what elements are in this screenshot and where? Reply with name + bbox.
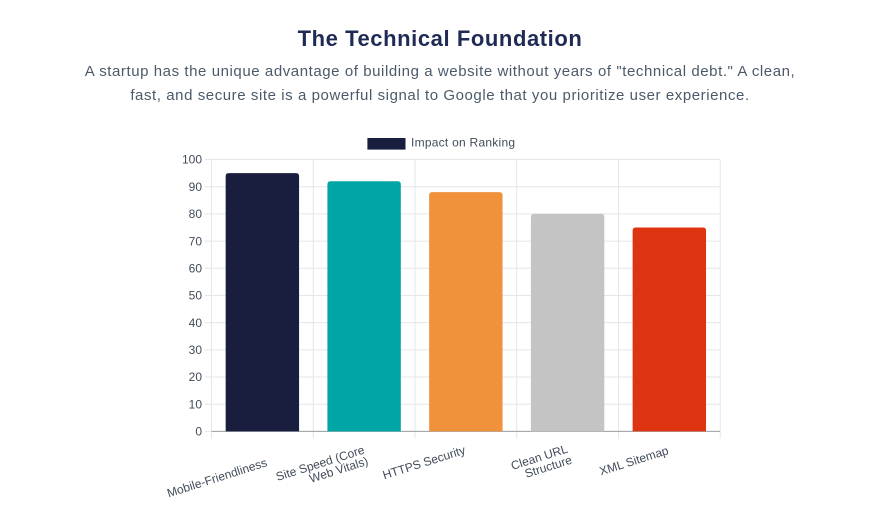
svg-text:60: 60 xyxy=(189,261,203,275)
svg-text:HTTPS Security: HTTPS Security xyxy=(381,443,467,482)
svg-text:Impact on Ranking: Impact on Ranking xyxy=(411,135,515,149)
svg-text:80: 80 xyxy=(189,207,203,221)
svg-text:70: 70 xyxy=(189,234,203,248)
svg-text:10: 10 xyxy=(189,397,203,411)
svg-text:30: 30 xyxy=(189,343,203,357)
svg-text:Mobile-Friendliness: Mobile-Friendliness xyxy=(165,455,268,500)
svg-text:40: 40 xyxy=(189,316,203,330)
svg-text:XML Sitemap: XML Sitemap xyxy=(598,443,671,478)
svg-text:0: 0 xyxy=(195,425,202,439)
svg-text:20: 20 xyxy=(189,370,203,384)
svg-text:90: 90 xyxy=(189,180,203,194)
svg-text:100: 100 xyxy=(182,153,202,167)
svg-text:50: 50 xyxy=(189,289,203,303)
